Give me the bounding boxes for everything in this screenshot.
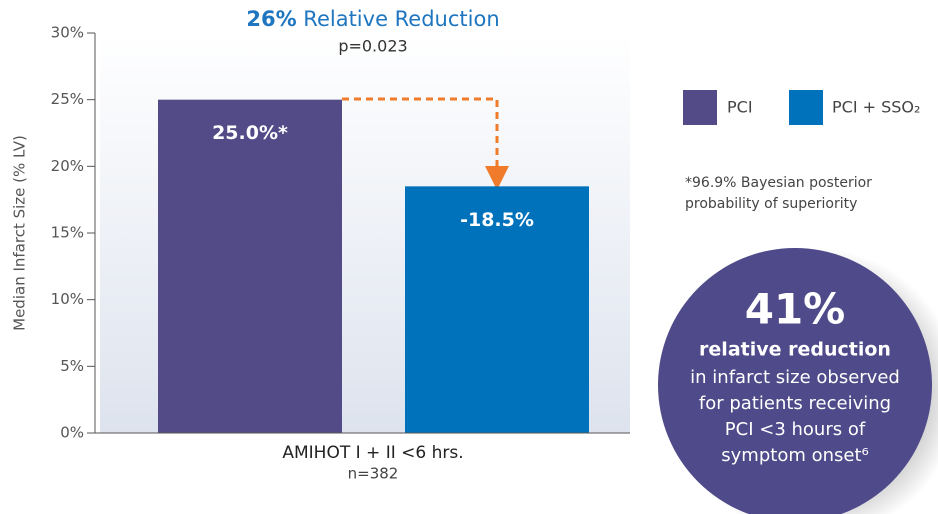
callout-headline: 41% — [745, 285, 846, 334]
subtitle: p=0.023 — [338, 37, 407, 56]
callout-line: PCI <3 hours of — [725, 419, 866, 440]
x-tick-sublabel: n=382 — [348, 465, 399, 483]
y-tick-label: 5% — [60, 357, 84, 375]
legend-swatch — [683, 90, 717, 125]
footnote-line: probability of superiority — [685, 196, 857, 212]
y-tick-label: 0% — [60, 424, 84, 442]
callout-line: symptom onset⁶ — [721, 445, 868, 466]
bar — [158, 99, 342, 434]
y-tick-label: 25% — [51, 90, 84, 108]
x-tick-label: AMIHOT I + II <6 hrs. — [282, 443, 463, 463]
bar-value-label: -18.5% — [460, 209, 534, 231]
callout-circle — [658, 248, 932, 514]
footnote-line: *96.9% Bayesian posterior — [685, 175, 872, 191]
y-tick-label: 10% — [51, 290, 84, 308]
callout-line: for patients receiving — [699, 393, 891, 414]
footnote: *96.9% Bayesian posterior probability of … — [685, 175, 872, 212]
y-tick-label: 15% — [51, 224, 84, 242]
reduction-arrow — [342, 97, 509, 190]
chart-title: 26% Relative Reduction — [246, 7, 499, 31]
legend-swatch — [789, 90, 823, 125]
bar-value-label: 25.0%* — [212, 122, 288, 144]
callout-emphasis: relative reduction — [699, 339, 891, 361]
callout-line: in infarct size observed — [690, 367, 900, 388]
callout: 41% relative reduction in infarct size obs… — [690, 285, 900, 467]
legend-label: PCI — [727, 98, 753, 117]
bar — [405, 186, 589, 433]
y-axis-label: Median Infarct Size (% LV) — [11, 135, 29, 331]
y-tick-label: 30% — [51, 24, 84, 42]
legend-label: PCI + SSO₂ — [832, 98, 920, 117]
y-tick-label: 20% — [51, 157, 84, 175]
